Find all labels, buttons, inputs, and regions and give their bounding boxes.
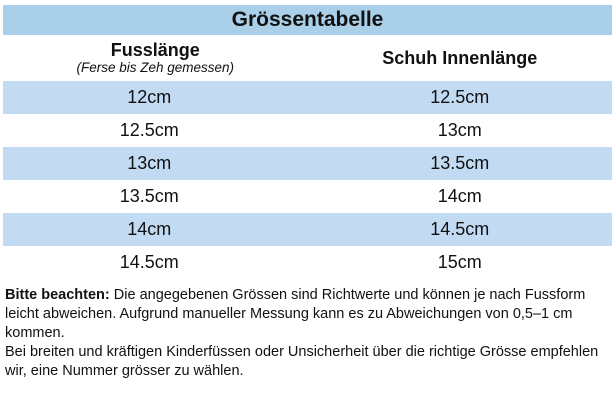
foot-length-header: Fusslänge (Ferse bis Zeh gemessen) [3, 35, 308, 81]
foot-length-cell: 12cm [127, 87, 172, 107]
table-row: 12.5cm 13cm [3, 114, 612, 147]
table-title: Grössentabelle [3, 5, 612, 35]
notes: Bitte beachten: Die angegebenen Grössen … [5, 286, 610, 381]
foot-length-cell: 14cm [127, 219, 172, 239]
table-row: 14cm 14.5cm [3, 213, 612, 246]
shoe-length-cell: 12.5cm [430, 87, 490, 107]
table-row: 12cm 12.5cm [3, 81, 612, 114]
shoe-inner-length-title: Schuh Innenlänge [382, 48, 538, 68]
shoe-length-cell: 13cm [437, 120, 482, 140]
table-row: 13cm 13.5cm [3, 147, 612, 180]
notes-paragraph-2: Bei breiten und kräftigen Kinderfüssen o… [5, 344, 599, 379]
notes-text-1: Die angegebenen Grössen sind Richtwerte … [5, 287, 586, 341]
table-row: 14.5cm 15cm [3, 246, 612, 279]
notes-paragraph-1: Bitte beachten: Die angegebenen Grössen … [5, 286, 610, 343]
shoe-inner-length-header: Schuh Innenlänge [308, 35, 613, 81]
foot-length-cell: 13.5cm [119, 186, 179, 206]
size-table: Grössentabelle Fusslänge (Ferse bis Zeh … [3, 5, 612, 279]
foot-length-subtitle: (Ferse bis Zeh gemessen) [76, 60, 235, 75]
foot-length-title: Fusslänge [110, 40, 200, 60]
table-body: 12cm 12.5cm 12.5cm 13cm 13cm 13.5cm 13.5… [3, 81, 612, 279]
foot-length-cell: 12.5cm [119, 120, 179, 140]
shoe-length-cell: 14cm [437, 186, 482, 206]
shoe-length-cell: 13.5cm [430, 153, 490, 173]
table-row: 13.5cm 14cm [3, 180, 612, 213]
notes-label: Bitte beachten: [5, 287, 110, 303]
foot-length-cell: 13cm [127, 153, 172, 173]
shoe-length-cell: 14.5cm [430, 219, 490, 239]
column-headers: Fusslänge (Ferse bis Zeh gemessen) Schuh… [3, 35, 612, 81]
foot-length-cell: 14.5cm [119, 252, 179, 272]
shoe-length-cell: 15cm [437, 252, 482, 272]
